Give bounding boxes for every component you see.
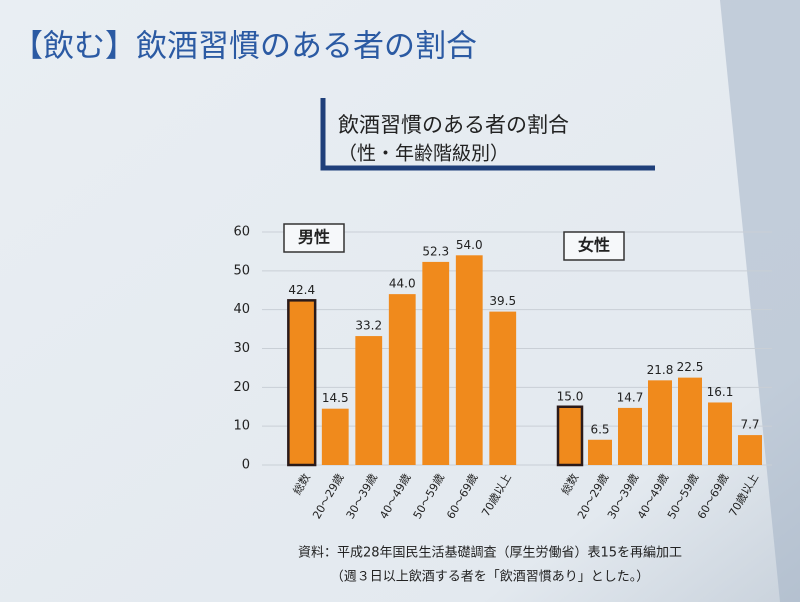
value-label: 22.5 xyxy=(677,360,704,374)
value-label: 7.7 xyxy=(740,418,759,432)
slide-title: 【飲む】飲酒習慣のある者の割合 xyxy=(12,29,477,65)
group-label-box xyxy=(563,231,625,261)
bar xyxy=(678,377,702,465)
value-label: 15.0 xyxy=(557,389,584,403)
bar xyxy=(648,380,672,465)
title-frame xyxy=(320,98,655,171)
y-tick-label: 0 xyxy=(242,458,250,473)
value-label: 14.5 xyxy=(322,391,349,405)
group-label: 男性 xyxy=(298,228,330,247)
value-label: 42.4 xyxy=(288,283,315,297)
bar xyxy=(489,311,517,465)
value-label: 54.0 xyxy=(456,238,483,252)
group-label-box xyxy=(283,223,345,253)
group-label: 女性 xyxy=(578,236,610,255)
value-label: 52.3 xyxy=(422,244,449,258)
value-label: 39.5 xyxy=(489,294,516,308)
bar xyxy=(455,255,483,465)
bar xyxy=(738,435,762,465)
bar xyxy=(355,336,383,465)
y-tick-label: 50 xyxy=(233,263,250,278)
chart-title: 飲酒習慣のある者の割合 xyxy=(338,113,569,137)
chart-subtitle: （性・年齢階級別） xyxy=(338,143,509,165)
bar xyxy=(321,408,349,465)
background-edge xyxy=(720,0,800,602)
note: （週３日以上飲酒する者を「飲酒習慣あり」とした。） xyxy=(331,569,650,585)
bar xyxy=(618,407,642,465)
bar xyxy=(588,439,612,465)
bar xyxy=(287,299,317,467)
y-tick-label: 20 xyxy=(233,380,250,395)
value-label: 6.5 xyxy=(590,422,609,436)
bar xyxy=(422,261,450,465)
bar xyxy=(388,294,416,465)
value-label: 33.2 xyxy=(355,319,382,333)
source: 資料：平成28年国民生活基礎調査（厚生労働省）表15を再編加工 xyxy=(298,545,682,561)
y-tick-label: 40 xyxy=(233,302,250,317)
y-tick-label: 10 xyxy=(233,419,250,434)
value-label: 44.0 xyxy=(389,277,416,291)
y-tick-label: 30 xyxy=(233,341,250,356)
value-label: 16.1 xyxy=(707,385,734,399)
bar xyxy=(556,405,584,467)
y-tick-label: 60 xyxy=(233,225,250,240)
bar xyxy=(708,402,732,465)
value-label: 21.8 xyxy=(647,363,674,377)
value-label: 14.7 xyxy=(617,390,644,404)
